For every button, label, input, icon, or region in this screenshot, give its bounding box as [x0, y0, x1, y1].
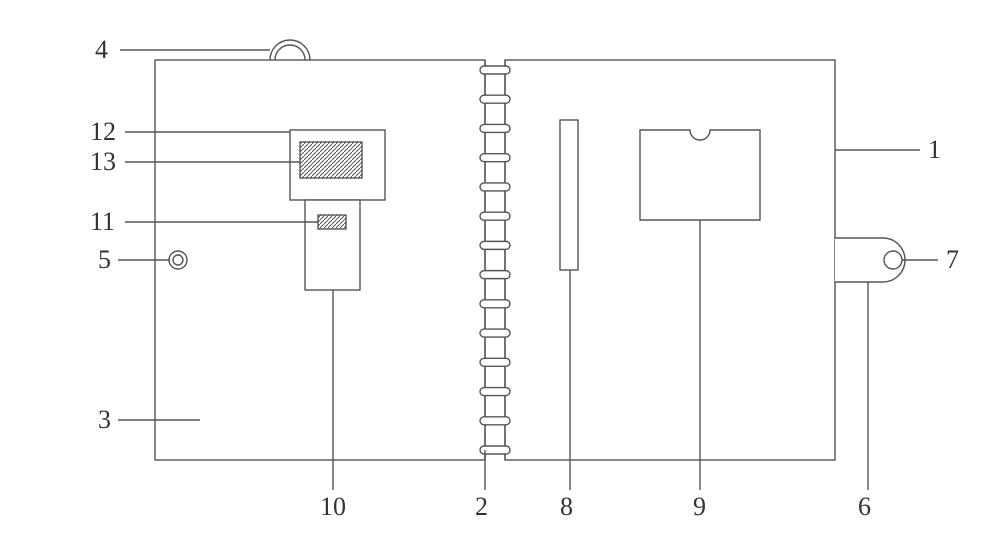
snap-button: [169, 251, 187, 269]
callout-label-1: 1: [928, 135, 941, 164]
callout-label-12: 12: [90, 117, 116, 146]
handle-loop: [270, 40, 310, 60]
right-cover: [505, 60, 835, 460]
device-screen: [300, 142, 362, 178]
callout-label-3: 3: [98, 405, 111, 434]
callout-label-5: 5: [98, 245, 111, 274]
callout-label-10: 10: [320, 492, 346, 521]
closure-strap: [835, 238, 905, 282]
callout-label-8: 8: [560, 492, 573, 521]
device-body: [305, 200, 360, 290]
callout-label-7: 7: [946, 245, 959, 274]
callouts: 4 1213 11 5 3 10 2 8 9 6 1 7: [90, 35, 959, 521]
callout-label-6: 6: [858, 492, 871, 521]
notebook-diagram: [155, 40, 905, 460]
callout-label-13: 13: [90, 147, 116, 176]
device-indicator: [318, 215, 346, 229]
pen-slot: [560, 120, 578, 270]
callout-label-2: 2: [475, 492, 488, 521]
card-pocket: [640, 130, 760, 220]
callout-label-11: 11: [90, 207, 115, 236]
callout-label-9: 9: [693, 492, 706, 521]
callout-label-4: 4: [95, 35, 108, 64]
